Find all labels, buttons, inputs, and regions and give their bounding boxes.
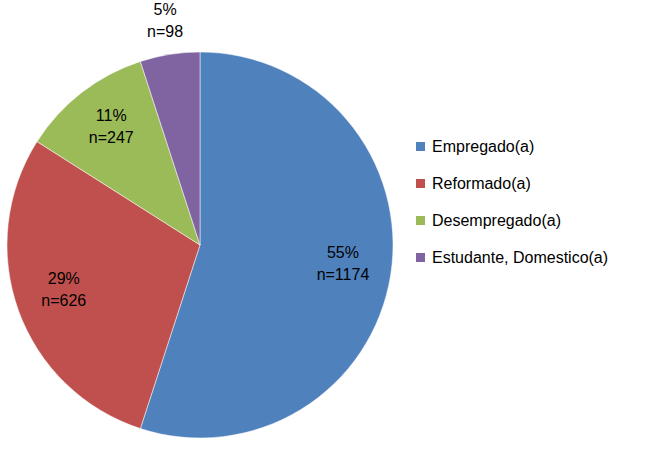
legend-label: Empregado(a) xyxy=(432,138,534,155)
legend: Empregado(a) Reformado(a) Desempregado(a) E… xyxy=(416,138,608,266)
data-label: 5% n=98 xyxy=(147,1,183,40)
percent-label: 29% xyxy=(48,270,80,287)
data-label: 29% n=626 xyxy=(41,270,86,309)
data-labels: 55% n=1174 29% n=626 11% n=247 5% n=98 xyxy=(41,1,369,309)
count-label: n=98 xyxy=(147,23,183,40)
legend-swatch xyxy=(416,216,425,225)
legend-swatch xyxy=(416,142,425,151)
legend-swatch xyxy=(416,179,425,188)
legend-swatch xyxy=(416,253,425,262)
legend-label: Desempregado(a) xyxy=(432,212,561,229)
percent-label: 11% xyxy=(96,107,127,124)
data-label: 55% n=1174 xyxy=(317,244,370,283)
legend-label: Reformado(a) xyxy=(432,175,531,192)
slice xyxy=(140,52,200,245)
slices xyxy=(7,52,393,438)
chart: 55% n=1174 29% n=626 11% n=247 5% n=98 Empregado… xyxy=(0,0,659,452)
percent-label: 55% xyxy=(327,244,359,261)
count-label: n=247 xyxy=(89,129,134,146)
percent-label: 5% xyxy=(154,1,177,18)
legend-label: Estudante, Domestico(a) xyxy=(432,249,608,266)
count-label: n=626 xyxy=(41,292,86,309)
data-label: 11% n=247 xyxy=(89,107,134,146)
count-label: n=1174 xyxy=(317,266,370,283)
